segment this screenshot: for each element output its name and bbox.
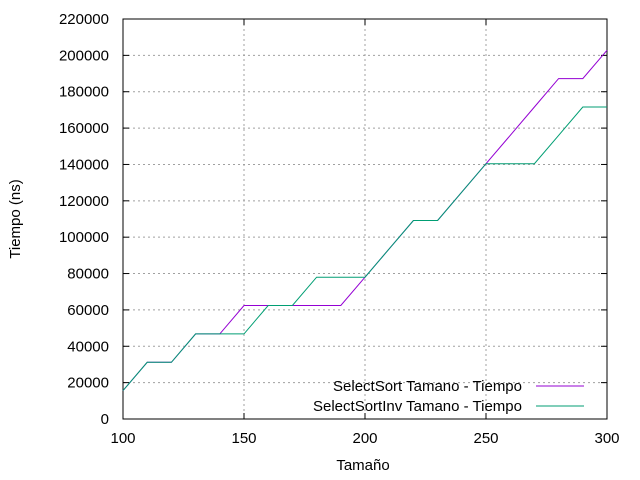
x-tick-label: 200 <box>352 430 377 447</box>
x-tick-label: 150 <box>231 430 256 447</box>
legend: SelectSort Tamano - Tiempo SelectSortInv… <box>313 378 584 415</box>
axis-ticks <box>122 18 608 420</box>
series-lines <box>122 49 608 391</box>
grid-lines <box>123 19 607 419</box>
y-tick-label: 160000 <box>59 120 109 137</box>
y-tick-label: 0 <box>101 411 109 428</box>
y-tick-label: 120000 <box>59 193 109 210</box>
legend-label-selectsort: SelectSort Tamano - Tiempo <box>333 378 522 395</box>
y-tick-label: 80000 <box>67 266 109 283</box>
series-line-selectsortinv <box>122 106 607 391</box>
y-tick-label: 20000 <box>67 375 109 392</box>
y-tick-label: 220000 <box>59 11 109 28</box>
y-tick-label: 140000 <box>59 156 109 173</box>
y-tick-label: 200000 <box>59 47 109 64</box>
x-axis-label: Tamaño <box>336 457 389 474</box>
x-tick-label: 250 <box>473 430 498 447</box>
tick-labels: 0 20000 40000 60000 80000 100000 120000 140000 1… <box>59 11 620 447</box>
y-tick-label: 100000 <box>59 229 109 246</box>
y-tick-label: 180000 <box>59 84 109 101</box>
legend-label-selectsortinv: SelectSortInv Tamano - Tiempo <box>313 398 522 415</box>
y-axis-label: Tiempo (ns) <box>7 179 24 258</box>
x-tick-label: 300 <box>594 430 619 447</box>
y-tick-label: 40000 <box>67 338 109 355</box>
x-tick-label: 100 <box>110 430 135 447</box>
y-tick-label: 60000 <box>67 302 109 319</box>
